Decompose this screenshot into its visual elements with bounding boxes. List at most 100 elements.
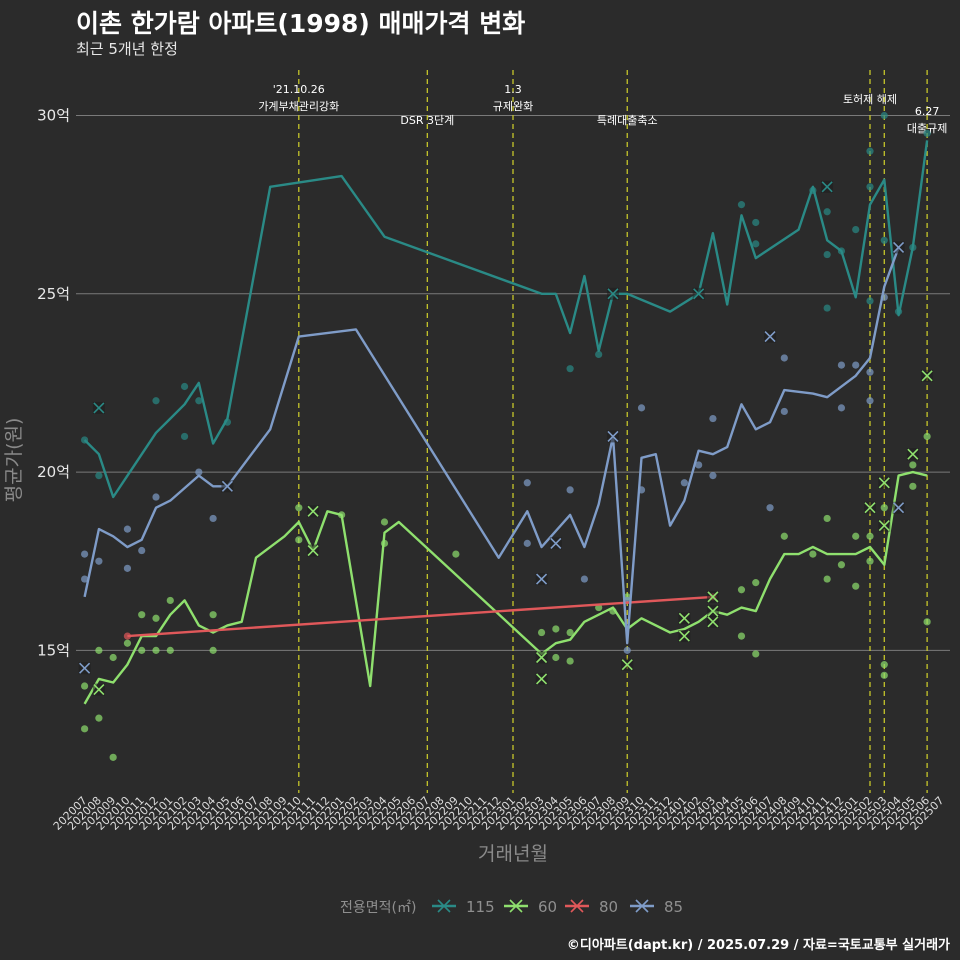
scatter-point-60 — [295, 504, 303, 512]
legend-key-cross — [570, 899, 584, 913]
scatter-point-60 — [452, 550, 460, 558]
cross-marker-mark — [821, 181, 833, 193]
series-line-80 — [127, 595, 713, 638]
scatter-point-115 — [823, 304, 831, 312]
event-label: DSR 3단계 — [400, 114, 454, 127]
cross-marker-60 — [678, 612, 691, 625]
scatter-point-85 — [637, 404, 646, 412]
cross-marker-mark — [307, 505, 319, 517]
series-line-115 — [83, 140, 929, 499]
legend-label: 85 — [664, 898, 683, 916]
scatter-point-60 — [95, 646, 103, 654]
scatter-point-60 — [537, 628, 546, 637]
scatter-layer — [81, 111, 931, 761]
scatter-point-60 — [552, 625, 560, 633]
legend-label: 115 — [466, 898, 495, 916]
scatter-point-60 — [823, 575, 831, 583]
legend-item-60: 60 — [504, 898, 557, 916]
scatter-point-60 — [166, 646, 174, 654]
scatter-point-85 — [81, 575, 89, 583]
scatter-point-85 — [680, 479, 688, 487]
scatter-point-60 — [152, 646, 160, 654]
scatter-point-60 — [866, 557, 874, 565]
cross-marker-mark — [621, 659, 633, 671]
scatter-point-85 — [837, 404, 846, 412]
event-label: 대출규제 — [907, 122, 947, 135]
cross-marker-60 — [878, 476, 891, 489]
cross-marker-mark — [764, 331, 776, 343]
event-label: 6.27 — [915, 105, 940, 118]
scatter-point-60 — [95, 714, 103, 722]
cross-marker-mark — [93, 684, 105, 696]
legend-key-cross — [437, 899, 451, 913]
scatter-point-115 — [595, 350, 603, 358]
series-line-60 — [83, 470, 928, 705]
cross-marker-60 — [706, 615, 719, 628]
axis-layer: 15억20억25억30억2020072020082020092020102020… — [37, 106, 946, 832]
scatter-point-85 — [123, 564, 132, 572]
scatter-point-115 — [566, 365, 574, 373]
scatter-point-60 — [752, 650, 760, 658]
scatter-point-85 — [695, 461, 703, 469]
cross-marker-mark — [878, 519, 890, 532]
scatter-point-85 — [852, 361, 860, 369]
scatter-point-115 — [180, 432, 189, 441]
cross-marker-mark — [907, 448, 919, 460]
source-caption: ©디아파트(dapt.kr) / 2025.07.29 / 자료=국토교통부 실… — [566, 938, 950, 953]
scatter-point-115 — [866, 147, 874, 155]
scatter-point-85 — [780, 407, 788, 416]
scatter-point-115 — [195, 397, 203, 405]
scatter-point-85 — [866, 397, 874, 405]
cross-marker-85 — [78, 662, 91, 675]
cross-marker-60 — [307, 505, 320, 518]
y-tick-label: 25억 — [37, 285, 70, 303]
legend-item-85: 85 — [630, 898, 683, 916]
cross-marker-115 — [692, 287, 705, 300]
scatter-point-60 — [923, 618, 931, 626]
scatter-point-85 — [95, 557, 103, 565]
legend: 전용면적(㎡) 115 60 80 85 — [340, 898, 683, 916]
scatter-point-115 — [752, 240, 760, 248]
x-axis-title: 거래년월 — [478, 843, 548, 865]
legend-key-cross — [509, 899, 523, 913]
cross-marker-60 — [706, 605, 719, 618]
scatter-point-85 — [709, 472, 717, 480]
line-layer — [83, 140, 929, 705]
series-line-85 — [83, 246, 900, 645]
cross-marker-60 — [878, 519, 891, 532]
cross-marker-mark — [535, 673, 548, 685]
scatter-point-85 — [123, 525, 132, 533]
scatter-point-115 — [823, 250, 831, 259]
scatter-point-60 — [166, 596, 174, 605]
scatter-point-85 — [523, 539, 531, 547]
scatter-point-60 — [809, 550, 817, 558]
cross-marker-85 — [764, 330, 777, 343]
event-label: 1.3 — [504, 83, 522, 96]
y-tick-label: 30억 — [37, 106, 70, 124]
cross-marker-60 — [921, 369, 934, 382]
scatter-point-60 — [880, 661, 888, 669]
scatter-point-85 — [580, 575, 589, 583]
scatter-point-60 — [823, 514, 831, 523]
cross-marker-mark — [550, 537, 562, 549]
cross-marker-mark — [93, 402, 105, 414]
scatter-point-60 — [737, 632, 746, 640]
scatter-point-60 — [152, 614, 160, 622]
scatter-point-60 — [923, 432, 931, 441]
cross-marker-60 — [864, 501, 876, 514]
scatter-point-115 — [880, 236, 888, 244]
y-tick-label: 15억 — [37, 641, 70, 659]
cross-marker-60 — [535, 672, 548, 685]
cross-marker-85 — [535, 573, 548, 586]
cross-marker-mark — [535, 651, 548, 664]
cross-marker-mark — [892, 502, 905, 514]
cross-marker-115 — [821, 180, 834, 193]
scatter-point-115 — [180, 382, 189, 391]
cross-marker-60 — [307, 544, 320, 557]
cross-marker-115 — [606, 287, 619, 300]
cross-marker-mark — [921, 370, 933, 382]
cross-marker-85 — [606, 430, 619, 443]
cross-marker-mark — [607, 288, 619, 300]
scatter-point-85 — [523, 479, 531, 487]
